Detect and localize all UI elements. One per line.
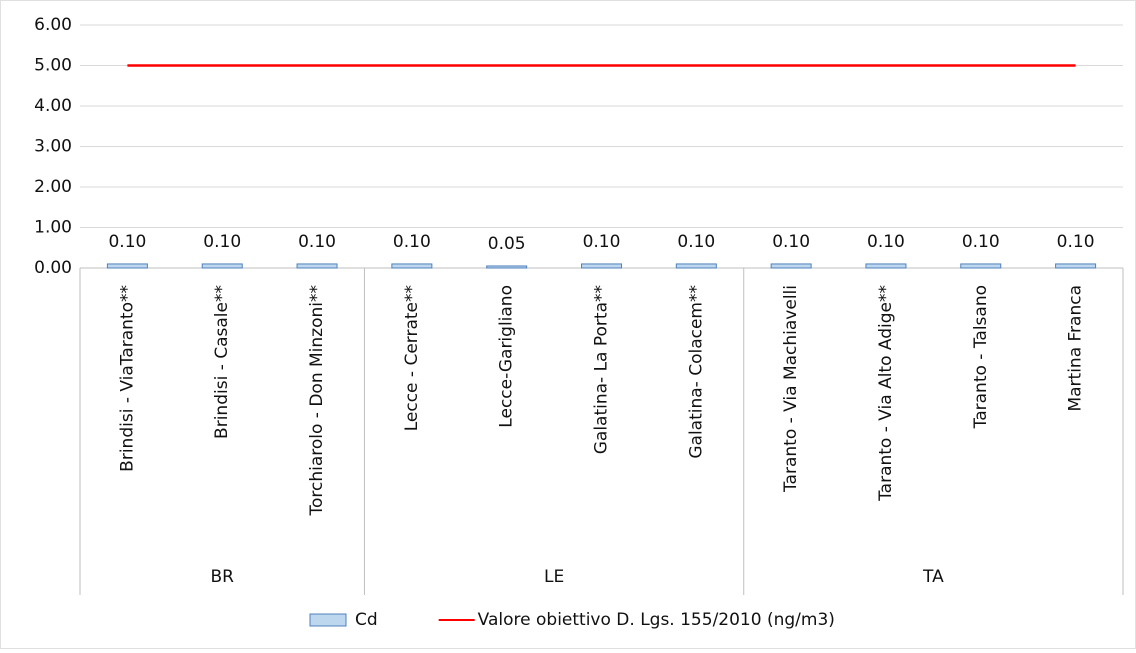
y-tick-label: 5.00 bbox=[34, 56, 72, 76]
bar bbox=[201, 263, 243, 269]
x-tick-label: Brindisi - ViaTaranto** bbox=[117, 285, 137, 472]
bar bbox=[770, 263, 812, 269]
value-label: 0.10 bbox=[108, 232, 146, 252]
x-tick-label: Torchiarolo - Don Minzoni** bbox=[307, 285, 327, 517]
legend-label: Valore obiettivo D. Lgs. 155/2010 (ng/m3… bbox=[478, 610, 835, 630]
value-label: 0.10 bbox=[1057, 232, 1095, 252]
bar bbox=[1055, 263, 1097, 269]
bar bbox=[296, 263, 338, 269]
y-tick-label: 0.00 bbox=[34, 258, 72, 278]
value-label: 0.10 bbox=[583, 232, 621, 252]
bar bbox=[865, 263, 907, 269]
value-label: 0.10 bbox=[298, 232, 336, 252]
x-tick-label: Taranto - Via Alto Adige** bbox=[876, 285, 896, 502]
value-label: 0.10 bbox=[677, 232, 715, 252]
x-tick-label: Galatina- La Porta** bbox=[592, 285, 612, 454]
y-tick-label: 1.00 bbox=[34, 218, 72, 238]
value-label: 0.10 bbox=[203, 232, 241, 252]
x-tick-label: Taranto - Talsano bbox=[971, 285, 991, 429]
group-label: TA bbox=[922, 567, 944, 587]
y-tick-label: 2.00 bbox=[34, 177, 72, 197]
bar bbox=[581, 263, 622, 269]
legend-swatch bbox=[309, 613, 347, 627]
value-label: 0.10 bbox=[772, 232, 810, 252]
x-tick-label: Martina Franca bbox=[1066, 285, 1086, 412]
value-label: 0.10 bbox=[393, 232, 431, 252]
y-tick-label: 3.00 bbox=[34, 137, 72, 157]
x-tick-label: Brindisi - Casale** bbox=[212, 285, 232, 439]
bar bbox=[106, 263, 148, 269]
group-label: LE bbox=[544, 567, 564, 587]
value-label: 0.05 bbox=[488, 234, 526, 254]
bar bbox=[486, 265, 528, 269]
x-tick-label: Lecce - Cerrate** bbox=[402, 285, 422, 431]
x-tick-label: Taranto - Via Machiavelli bbox=[781, 285, 801, 493]
bar bbox=[960, 263, 1002, 269]
value-label: 0.10 bbox=[962, 232, 1000, 252]
legend-label: Cd bbox=[355, 610, 378, 630]
y-tick-label: 6.00 bbox=[34, 15, 72, 35]
x-tick-label: Lecce-Garigliano bbox=[497, 285, 517, 428]
x-tick-label: Galatina- Colacem** bbox=[686, 285, 706, 459]
bar bbox=[675, 263, 717, 269]
value-label: 0.10 bbox=[867, 232, 905, 252]
bar bbox=[391, 263, 433, 269]
y-tick-label: 4.00 bbox=[34, 96, 72, 116]
group-label: BR bbox=[210, 567, 234, 587]
